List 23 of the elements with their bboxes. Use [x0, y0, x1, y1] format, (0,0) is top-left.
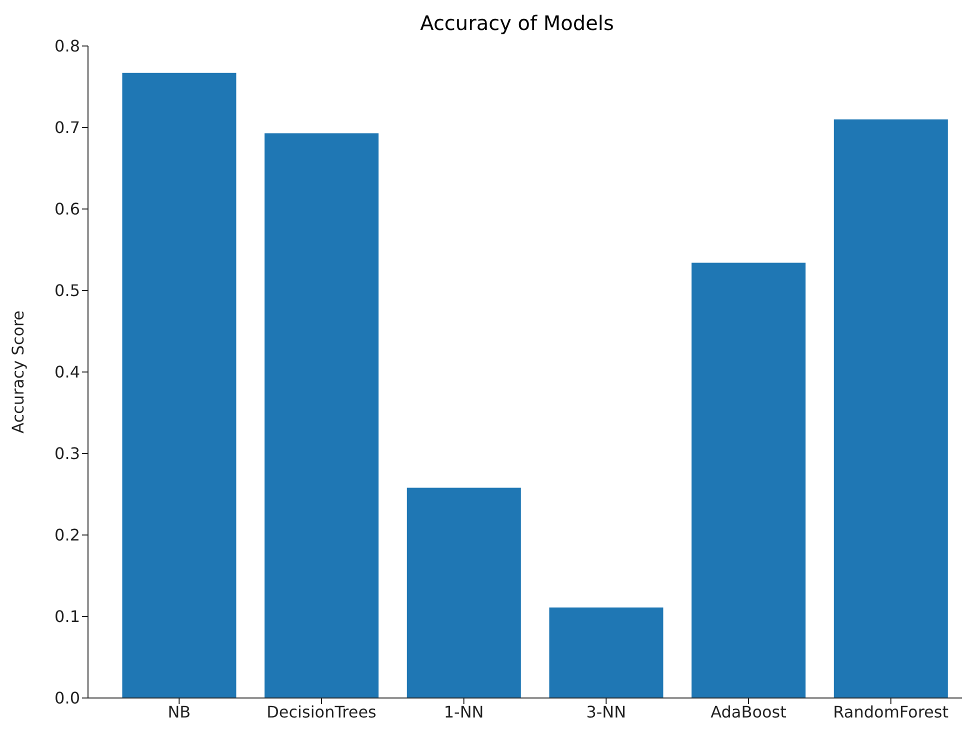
- x-tick-label: DecisionTrees: [266, 702, 376, 722]
- y-tick-label: 0.2: [54, 526, 80, 545]
- y-tick-label: 0.4: [54, 362, 80, 382]
- bar: [264, 133, 379, 698]
- y-tick-label: 0.3: [54, 444, 80, 464]
- bar: [122, 72, 236, 698]
- x-tick-label: 3-NN: [586, 702, 626, 722]
- bar: [549, 608, 664, 698]
- y-tick-label: 0.7: [54, 118, 80, 138]
- y-tick-label: 0.6: [54, 200, 80, 219]
- y-tick-label: 0.0: [54, 688, 80, 708]
- chart-title: Accuracy of Models: [419, 10, 615, 37]
- x-tick-label: RandomForest: [833, 702, 949, 722]
- y-tick-label: 0.1: [54, 607, 80, 626]
- bar: [834, 119, 948, 698]
- y-axis-title: Accuracy Score: [8, 310, 28, 434]
- bar: [406, 488, 521, 698]
- y-tick-label: 0.5: [54, 281, 80, 300]
- x-tick-label: AdaBoost: [710, 702, 786, 722]
- x-tick-label: NB: [168, 702, 191, 722]
- x-tick-label: 1-NN: [444, 702, 484, 722]
- y-tick-label: 0.8: [54, 36, 80, 56]
- bar: [692, 262, 806, 698]
